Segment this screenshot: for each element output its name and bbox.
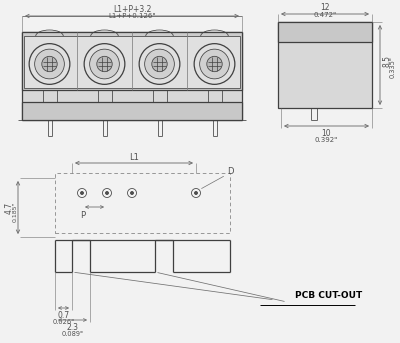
Circle shape — [152, 56, 167, 72]
Text: 12: 12 — [320, 3, 330, 12]
Text: 4.7: 4.7 — [4, 201, 14, 214]
Bar — [22, 32, 242, 90]
Bar — [278, 22, 372, 108]
Circle shape — [130, 191, 134, 194]
Bar — [22, 32, 242, 120]
Text: L1: L1 — [129, 153, 139, 162]
Text: 8.5: 8.5 — [382, 55, 392, 67]
Text: 0.026": 0.026" — [52, 319, 74, 325]
Text: 0.392": 0.392" — [315, 137, 338, 143]
Circle shape — [42, 56, 57, 72]
Circle shape — [106, 191, 108, 194]
Text: 10: 10 — [322, 129, 331, 138]
Circle shape — [90, 49, 119, 79]
Text: 2.3: 2.3 — [66, 322, 78, 331]
Text: 0.7: 0.7 — [58, 310, 70, 319]
Text: 0.185": 0.185" — [12, 201, 18, 222]
Circle shape — [35, 49, 64, 79]
Circle shape — [200, 49, 229, 79]
Text: 0.089": 0.089" — [62, 331, 84, 337]
Text: P: P — [80, 211, 86, 220]
Text: 0.472": 0.472" — [314, 12, 336, 18]
Text: L1+P+0.126": L1+P+0.126" — [108, 13, 156, 19]
Bar — [55, 173, 230, 233]
Circle shape — [194, 191, 198, 194]
Circle shape — [207, 56, 222, 72]
Circle shape — [145, 49, 174, 79]
Bar — [22, 102, 242, 120]
Text: L1+P+3.2: L1+P+3.2 — [113, 4, 151, 13]
Bar — [24, 36, 240, 88]
Text: PCB CUT-OUT: PCB CUT-OUT — [295, 291, 362, 299]
Text: 0.335": 0.335" — [390, 56, 396, 78]
Circle shape — [97, 56, 112, 72]
Bar — [278, 22, 372, 42]
Text: D: D — [227, 167, 233, 177]
Circle shape — [80, 191, 84, 194]
